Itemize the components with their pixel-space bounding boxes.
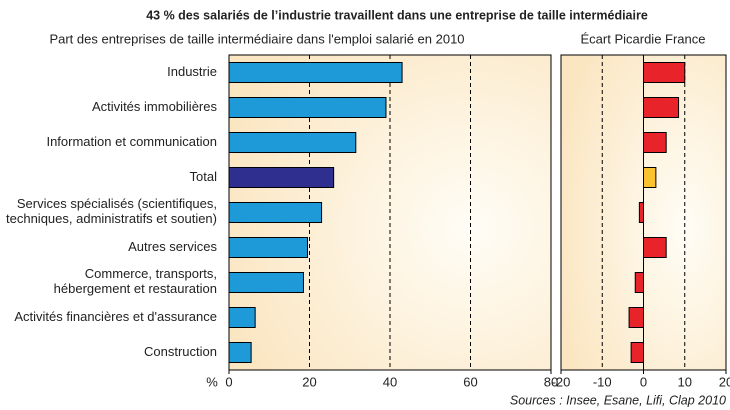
y-tick-label: Autres services bbox=[128, 239, 217, 254]
bar bbox=[643, 132, 667, 153]
x-tick-label: 60 bbox=[463, 374, 477, 389]
bar bbox=[628, 307, 644, 328]
bar bbox=[638, 202, 644, 223]
bar bbox=[228, 167, 335, 188]
x-tick-label: -10 bbox=[593, 374, 612, 389]
x-tick-label: 20 bbox=[302, 374, 316, 389]
subtitle: Écart Picardie France bbox=[581, 31, 706, 46]
y-tick-label: Information et communication bbox=[46, 134, 217, 149]
y-tick-label: Services spécialisés (scientifiques, tech… bbox=[6, 196, 217, 226]
bar bbox=[643, 237, 667, 258]
x-tick-label: 10 bbox=[678, 374, 692, 389]
subtitle: Part des entreprises de taille intermédi… bbox=[49, 31, 464, 46]
bar bbox=[643, 62, 686, 83]
y-tick-label: Construction bbox=[144, 344, 217, 359]
y-tick-label: Activités immobilières bbox=[92, 99, 217, 114]
bar bbox=[643, 167, 657, 188]
bar bbox=[630, 342, 644, 363]
x-tick-label: -20 bbox=[552, 374, 571, 389]
bar bbox=[643, 97, 680, 118]
y-tick-label: Industrie bbox=[167, 64, 217, 79]
y-tick-label: Activités financières et d'assurance bbox=[14, 309, 217, 324]
bar bbox=[228, 237, 308, 258]
bar bbox=[228, 307, 256, 328]
bar bbox=[634, 272, 644, 293]
source: Sources : Insee, Esane, Lifi, Clap 2010 bbox=[510, 393, 726, 407]
y-tick-label: Commerce, transports, hébergement et rest… bbox=[54, 266, 217, 296]
x-tick-label: 0 bbox=[225, 374, 232, 389]
bar bbox=[228, 202, 323, 223]
y-tick-label: Total bbox=[190, 169, 218, 184]
x-tick-label: 80 bbox=[544, 374, 558, 389]
x-tick-label: 0 bbox=[640, 374, 647, 389]
bar bbox=[228, 272, 304, 293]
x-tick-label: 20 bbox=[719, 374, 730, 389]
x-tick-label: 40 bbox=[383, 374, 397, 389]
bar bbox=[228, 132, 357, 153]
bar bbox=[228, 62, 403, 83]
bar bbox=[228, 342, 252, 363]
chart-title: 43 % des salariés de l’industrie travail… bbox=[146, 8, 648, 22]
bar bbox=[228, 97, 387, 118]
x-unit: % bbox=[206, 374, 218, 389]
